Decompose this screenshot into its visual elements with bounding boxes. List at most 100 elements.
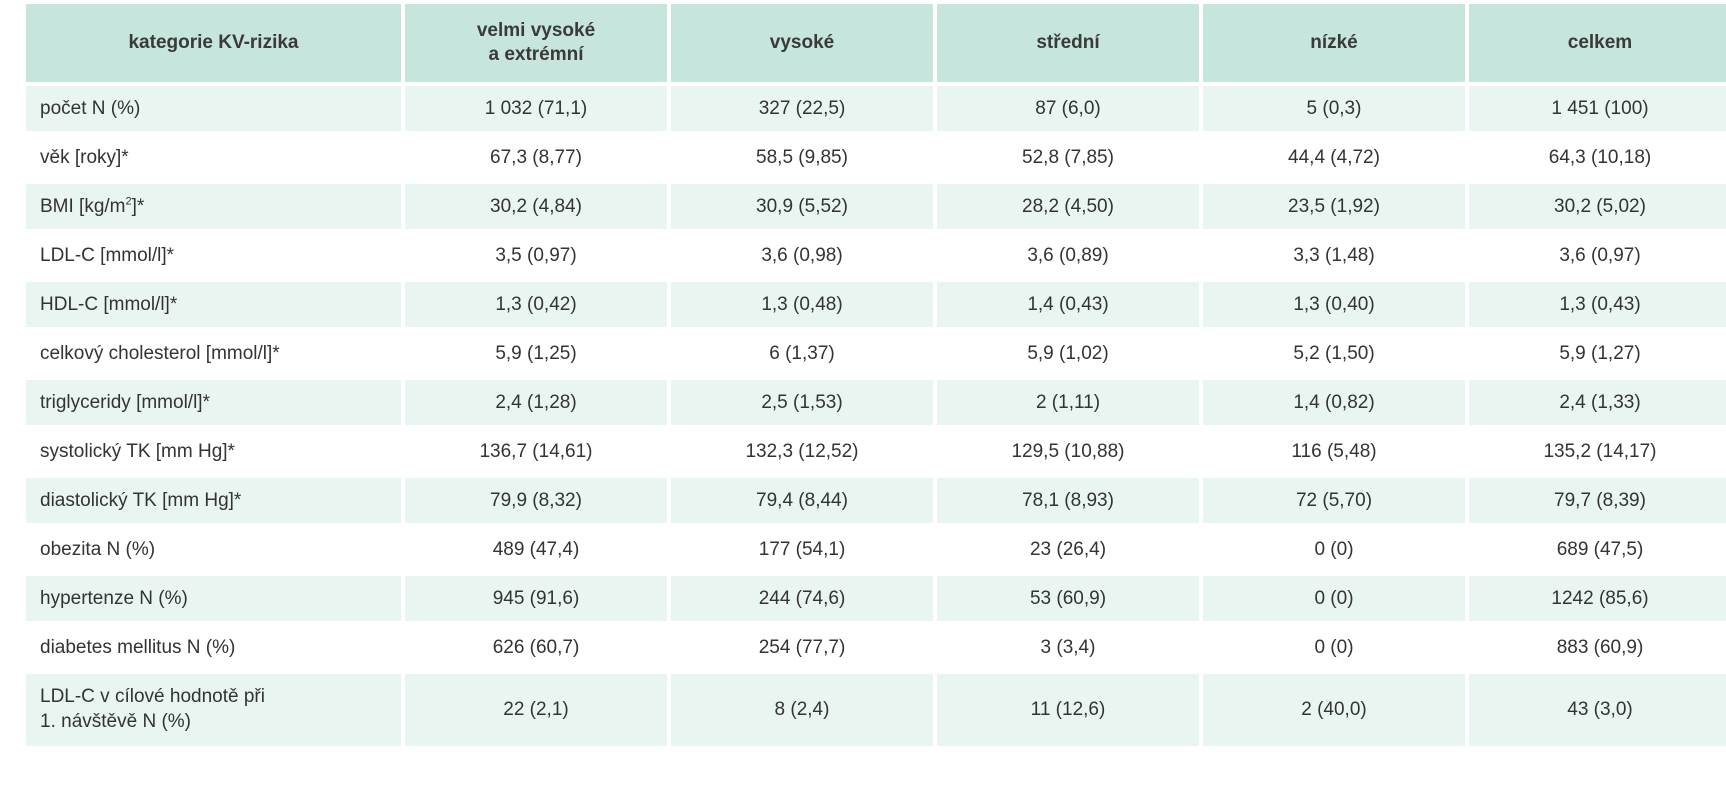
cell-high: 177 (54,1): [671, 527, 933, 572]
risk-category-table: kategorie KV-rizika velmi vysoké a extrém…: [22, 0, 1726, 750]
cell-moderate: 2 (1,11): [937, 380, 1199, 425]
cell-high: 58,5 (9,85): [671, 135, 933, 180]
table-row: diastolický TK [mm Hg]* 79,9 (8,32) 79,4 (…: [26, 478, 1726, 523]
cell-total: 79,7 (8,39): [1469, 478, 1726, 523]
cell-total: 1,3 (0,43): [1469, 282, 1726, 327]
cell-high: 3,6 (0,98): [671, 233, 933, 278]
cell-very-high-extreme: 136,7 (14,61): [405, 429, 667, 474]
table-row: BMI [kg/m2]* 30,2 (4,84) 30,9 (5,52) 28,2 (…: [26, 184, 1726, 229]
cell-low: 5,2 (1,50): [1203, 331, 1465, 376]
table-row: počet N (%) 1 032 (71,1) 327 (22,5) 87 (6,0…: [26, 86, 1726, 131]
cell-high: 327 (22,5): [671, 86, 933, 131]
row-label: systolický TK [mm Hg]*: [26, 429, 401, 474]
cell-low: 23,5 (1,92): [1203, 184, 1465, 229]
cell-very-high-extreme: 3,5 (0,97): [405, 233, 667, 278]
table-row: systolický TK [mm Hg]* 136,7 (14,61) 132,3…: [26, 429, 1726, 474]
cell-low: 2 (40,0): [1203, 674, 1465, 746]
table-row: HDL-C [mmol/l]* 1,3 (0,42) 1,3 (0,48) 1,4 (…: [26, 282, 1726, 327]
cell-moderate: 3 (3,4): [937, 625, 1199, 670]
table-row: diabetes mellitus N (%) 626 (60,7) 254 (77…: [26, 625, 1726, 670]
cell-total: 135,2 (14,17): [1469, 429, 1726, 474]
cell-high: 30,9 (5,52): [671, 184, 933, 229]
cell-very-high-extreme: 1,3 (0,42): [405, 282, 667, 327]
cell-very-high-extreme: 67,3 (8,77): [405, 135, 667, 180]
cell-high: 6 (1,37): [671, 331, 933, 376]
cell-total: 1242 (85,6): [1469, 576, 1726, 621]
cell-low: 0 (0): [1203, 625, 1465, 670]
cell-moderate: 78,1 (8,93): [937, 478, 1199, 523]
cell-low: 72 (5,70): [1203, 478, 1465, 523]
cell-moderate: 23 (26,4): [937, 527, 1199, 572]
table-row: věk [roky]* 67,3 (8,77) 58,5 (9,85) 52,8 (7…: [26, 135, 1726, 180]
table-row: triglyceridy [mmol/l]* 2,4 (1,28) 2,5 (1,5…: [26, 380, 1726, 425]
cell-moderate: 28,2 (4,50): [937, 184, 1199, 229]
cell-very-high-extreme: 30,2 (4,84): [405, 184, 667, 229]
cell-high: 244 (74,6): [671, 576, 933, 621]
cell-high: 8 (2,4): [671, 674, 933, 746]
cell-very-high-extreme: 626 (60,7): [405, 625, 667, 670]
cell-moderate: 87 (6,0): [937, 86, 1199, 131]
table-row: LDL-C [mmol/l]* 3,5 (0,97) 3,6 (0,98) 3,6 (…: [26, 233, 1726, 278]
cell-low: 116 (5,48): [1203, 429, 1465, 474]
cell-low: 0 (0): [1203, 527, 1465, 572]
table-body: počet N (%) 1 032 (71,1) 327 (22,5) 87 (6,0…: [26, 86, 1726, 746]
cell-high: 132,3 (12,52): [671, 429, 933, 474]
row-label: triglyceridy [mmol/l]*: [26, 380, 401, 425]
cell-low: 5 (0,3): [1203, 86, 1465, 131]
row-label: obezita N (%): [26, 527, 401, 572]
cell-total: 2,4 (1,33): [1469, 380, 1726, 425]
row-label: HDL-C [mmol/l]*: [26, 282, 401, 327]
row-label: počet N (%): [26, 86, 401, 131]
cell-total: 30,2 (5,02): [1469, 184, 1726, 229]
table-row: hypertenze N (%) 945 (91,6) 244 (74,6) 53 (…: [26, 576, 1726, 621]
header-total: celkem: [1469, 4, 1726, 82]
cell-moderate: 1,4 (0,43): [937, 282, 1199, 327]
cell-high: 2,5 (1,53): [671, 380, 933, 425]
table-header-row: kategorie KV-rizika velmi vysoké a extrém…: [26, 4, 1726, 82]
cell-moderate: 3,6 (0,89): [937, 233, 1199, 278]
row-label: věk [roky]*: [26, 135, 401, 180]
cell-moderate: 129,5 (10,88): [937, 429, 1199, 474]
cell-high: 254 (77,7): [671, 625, 933, 670]
cell-total: 5,9 (1,27): [1469, 331, 1726, 376]
cell-total: 3,6 (0,97): [1469, 233, 1726, 278]
header-moderate: střední: [937, 4, 1199, 82]
cell-low: 0 (0): [1203, 576, 1465, 621]
row-label: LDL-C [mmol/l]*: [26, 233, 401, 278]
cell-total: 43 (3,0): [1469, 674, 1726, 746]
row-label: BMI [kg/m2]*: [26, 184, 401, 229]
header-low: nízké: [1203, 4, 1465, 82]
table-row: obezita N (%) 489 (47,4) 177 (54,1) 23 (26,…: [26, 527, 1726, 572]
cell-high: 79,4 (8,44): [671, 478, 933, 523]
cell-total: 883 (60,9): [1469, 625, 1726, 670]
cell-low: 44,4 (4,72): [1203, 135, 1465, 180]
cell-very-high-extreme: 1 032 (71,1): [405, 86, 667, 131]
cell-low: 3,3 (1,48): [1203, 233, 1465, 278]
row-label: diastolický TK [mm Hg]*: [26, 478, 401, 523]
cell-very-high-extreme: 5,9 (1,25): [405, 331, 667, 376]
cell-total: 1 451 (100): [1469, 86, 1726, 131]
row-label: celkový cholesterol [mmol/l]*: [26, 331, 401, 376]
header-very-high-extreme: velmi vysoké a extrémní: [405, 4, 667, 82]
row-label: hypertenze N (%): [26, 576, 401, 621]
table-row: celkový cholesterol [mmol/l]* 5,9 (1,25) 6…: [26, 331, 1726, 376]
cell-very-high-extreme: 22 (2,1): [405, 674, 667, 746]
cell-very-high-extreme: 945 (91,6): [405, 576, 667, 621]
cell-high: 1,3 (0,48): [671, 282, 933, 327]
cell-very-high-extreme: 79,9 (8,32): [405, 478, 667, 523]
row-label: diabetes mellitus N (%): [26, 625, 401, 670]
cell-total: 64,3 (10,18): [1469, 135, 1726, 180]
risk-category-table-wrapper: kategorie KV-rizika velmi vysoké a extrém…: [22, 0, 1726, 750]
cell-total: 689 (47,5): [1469, 527, 1726, 572]
cell-moderate: 53 (60,9): [937, 576, 1199, 621]
cell-moderate: 52,8 (7,85): [937, 135, 1199, 180]
cell-moderate: 5,9 (1,02): [937, 331, 1199, 376]
row-label: LDL-C v cílové hodnotě při 1. návštěvě N …: [26, 674, 401, 746]
cell-very-high-extreme: 489 (47,4): [405, 527, 667, 572]
table-row: LDL-C v cílové hodnotě při 1. návštěvě N …: [26, 674, 1726, 746]
cell-low: 1,3 (0,40): [1203, 282, 1465, 327]
cell-low: 1,4 (0,82): [1203, 380, 1465, 425]
cell-moderate: 11 (12,6): [937, 674, 1199, 746]
header-risk-category: kategorie KV-rizika: [26, 4, 401, 82]
header-high: vysoké: [671, 4, 933, 82]
